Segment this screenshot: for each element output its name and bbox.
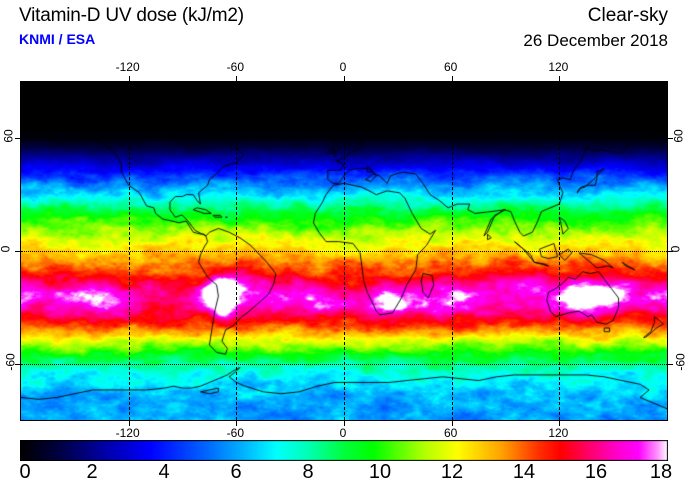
- ytick-1: [15, 251, 21, 252]
- xtick-4: [559, 76, 561, 82]
- colorbar-tick-0: 0: [19, 461, 31, 483]
- ytick-label-right-1: 0: [668, 245, 683, 253]
- ytick-label-left-2: -60: [3, 352, 18, 371]
- xtick-label-bottom-1: -60: [226, 426, 244, 440]
- gridline-lat-0: [21, 138, 667, 140]
- xtick-label-top-0: -120: [115, 60, 140, 74]
- xtick-3: [451, 76, 453, 82]
- xtick-4: [559, 420, 561, 426]
- ytick-label-right-0: 60: [671, 129, 686, 144]
- xtick-label-bottom-0: -120: [115, 426, 140, 440]
- xtick-1: [236, 76, 238, 82]
- xtick-label-top-1: -60: [226, 60, 244, 74]
- ytick-0: [667, 138, 673, 140]
- sky-condition-label: Clear-sky: [587, 5, 668, 26]
- colorbar-tick-8: 16: [584, 461, 608, 483]
- ytick-2: [15, 363, 21, 365]
- colorbar: [20, 440, 668, 461]
- map-plot-area: [15, 76, 673, 426]
- colorbar-tick-3: 6: [230, 461, 242, 483]
- xtick-3: [451, 420, 453, 426]
- credit-label: KNMI / ESA: [19, 31, 96, 47]
- colorbar-gradient: [20, 440, 668, 461]
- ytick-label-right-2: -60: [673, 352, 688, 371]
- ytick-label-left-1: 0: [0, 246, 12, 253]
- ytick-1: [667, 251, 673, 252]
- page-title: Vitamin-D UV dose (kJ/m2): [19, 5, 244, 26]
- colorbar-tick-7: 14: [512, 461, 536, 483]
- ytick-0: [15, 138, 21, 140]
- xtick-label-bottom-2: 0: [339, 426, 347, 440]
- colorbar-tick-labels: 0 2 4 6 8 10 12 14 16 18: [19, 461, 672, 489]
- xtick-label-top-4: 120: [548, 60, 569, 74]
- xtick-0: [128, 420, 130, 426]
- colorbar-tick-1: 2: [86, 461, 98, 483]
- colorbar-tick-2: 4: [158, 461, 170, 483]
- xtick-label-bottom-3: 60: [443, 426, 458, 440]
- colorbar-tick-4: 8: [302, 461, 314, 483]
- colorbar-tick-5: 10: [368, 461, 392, 483]
- gridline-lat-2: [21, 363, 667, 365]
- xtick-label-top-2: 0: [339, 60, 347, 74]
- xtick-2: [344, 76, 345, 82]
- ytick-label-left-0: 60: [1, 129, 16, 144]
- xtick-label-bottom-4: 120: [548, 426, 569, 440]
- colorbar-tick-6: 12: [440, 461, 464, 483]
- ytick-2: [667, 363, 673, 365]
- date-label: 26 December 2018: [523, 31, 668, 50]
- xtick-label-top-3: 60: [443, 60, 458, 74]
- xtick-1: [236, 420, 238, 426]
- colorbar-tick-9: 18: [649, 461, 673, 483]
- gridline-lat-1: [21, 251, 667, 252]
- xtick-2: [344, 420, 345, 426]
- xtick-0: [128, 76, 130, 82]
